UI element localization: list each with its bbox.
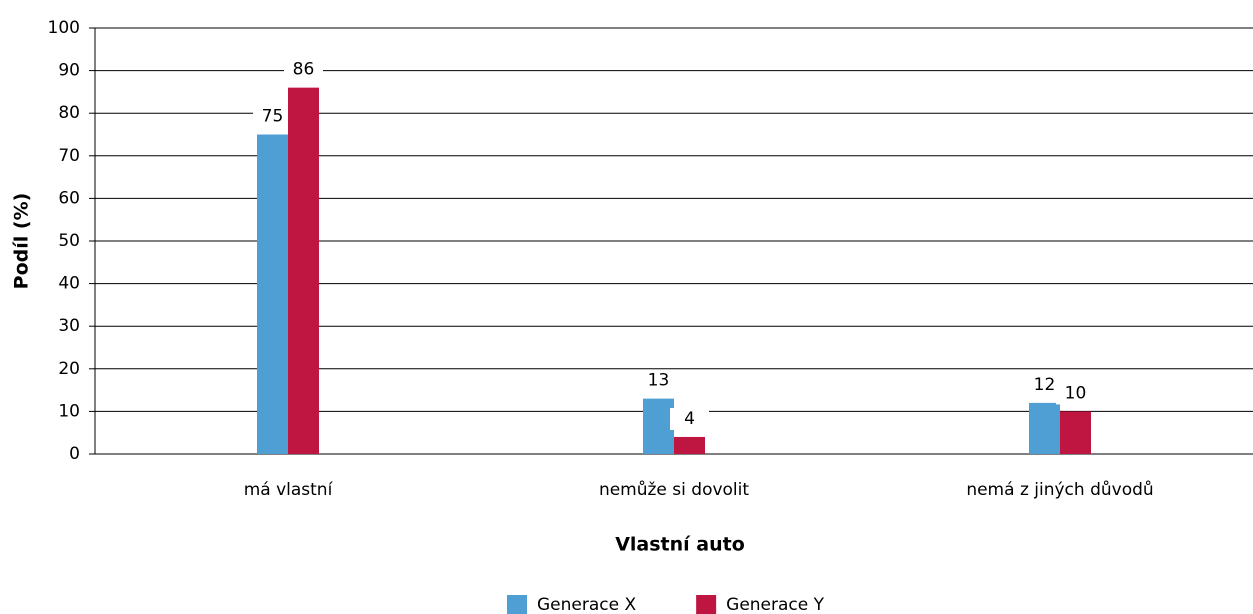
bar xyxy=(1060,411,1091,454)
data-label-bg xyxy=(1056,382,1095,405)
x-tick-label: nemůže si dovolit xyxy=(599,480,749,500)
bar xyxy=(643,398,674,454)
bar xyxy=(1029,402,1060,454)
bar xyxy=(288,87,319,454)
y-tick-label: 50 xyxy=(58,231,80,251)
y-tick-label: 20 xyxy=(58,359,80,379)
y-tick-label: 30 xyxy=(58,316,80,336)
data-label: 4 xyxy=(684,409,695,429)
y-tick-label: 0 xyxy=(69,444,80,464)
y-axis-title: Podíl (%) xyxy=(11,193,33,290)
data-label-bg xyxy=(639,369,678,392)
data-label: 12 xyxy=(1034,375,1056,395)
legend-swatch xyxy=(696,595,717,614)
y-tick-label: 40 xyxy=(58,274,80,294)
y-tick-label: 100 xyxy=(48,18,80,38)
data-label-bg xyxy=(253,105,292,128)
y-tick-label: 90 xyxy=(58,61,80,81)
data-label: 75 xyxy=(262,107,284,127)
data-label: 10 xyxy=(1065,383,1087,403)
y-tick-label: 70 xyxy=(58,146,80,166)
x-axis-title: Vlastní auto xyxy=(615,534,745,556)
legend-label: Generace X xyxy=(537,595,636,614)
data-label-bg xyxy=(1025,373,1064,396)
data-label: 13 xyxy=(648,371,670,391)
x-tick-label: má vlastní xyxy=(244,480,334,500)
data-label: 86 xyxy=(293,60,315,80)
bar xyxy=(257,134,288,454)
y-tick-label: 60 xyxy=(58,188,80,208)
y-tick-label: 80 xyxy=(58,103,80,123)
data-label-bg xyxy=(284,58,323,81)
legend-swatch xyxy=(507,595,527,614)
x-tick-label: nemá z jiných důvodů xyxy=(966,480,1153,500)
legend-label: Generace Y xyxy=(726,595,824,614)
bar xyxy=(674,436,705,454)
y-tick-label: 10 xyxy=(58,401,80,421)
data-label-bg xyxy=(670,407,709,430)
